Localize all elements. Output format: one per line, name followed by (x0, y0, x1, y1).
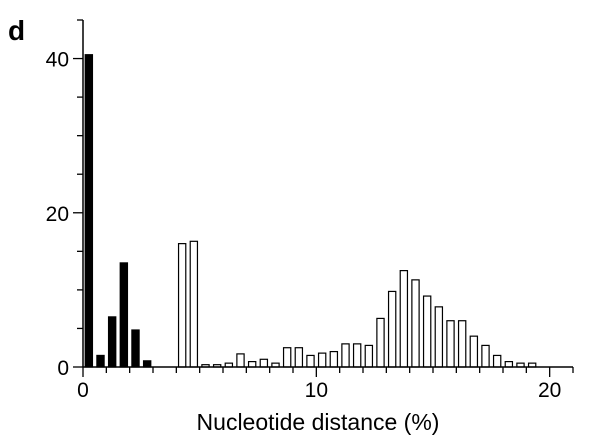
y-tick-label-0: 0 (57, 357, 69, 380)
bar-series2-18 (387, 290, 397, 368)
bar-series2-22 (434, 306, 444, 368)
bars-group (84, 54, 537, 368)
bar-series2-11 (306, 354, 315, 368)
bar-series2-27 (492, 354, 502, 368)
bar-series1-5 (142, 360, 152, 368)
bar-series1-2 (107, 316, 117, 368)
x-axis-title: Nucleotide distance (%) (197, 409, 440, 435)
panel-label: d (8, 15, 25, 46)
bar-series2-17 (376, 317, 385, 368)
bar-series1-0 (84, 54, 94, 368)
bar-series2-14 (341, 343, 350, 368)
bar-series1-3 (119, 262, 129, 368)
bar-series2-13 (329, 350, 339, 368)
bar-series2-20 (411, 279, 420, 368)
bar-series2-28 (504, 361, 514, 368)
bar-series1-1 (96, 354, 105, 368)
bar-series2-1 (189, 240, 199, 368)
bar-series2-19 (399, 270, 409, 368)
x-tick-label-10: 10 (305, 379, 328, 402)
bar-series2-5 (236, 353, 245, 368)
bar-series2-7 (259, 358, 269, 368)
bar-series2-16 (364, 344, 374, 368)
bar-series2-24 (457, 320, 467, 368)
bar-series2-21 (422, 295, 432, 368)
bar-series2-25 (469, 335, 479, 368)
bar-series2-10 (294, 347, 304, 368)
bar-series2-6 (247, 361, 257, 368)
bar-series1-4 (131, 329, 140, 368)
bar-series2-15 (352, 343, 362, 368)
bar-series2-23 (446, 320, 455, 368)
x-tick-label-0: 0 (77, 379, 89, 402)
x-tick-label-20: 20 (538, 379, 561, 402)
bar-series2-26 (481, 344, 490, 368)
y-tick-label-20: 20 (46, 203, 69, 226)
y-tick-label-40: 40 (46, 49, 69, 72)
bar-series2-12 (317, 352, 327, 368)
axes-group: 0 10 20 0 20 40 (46, 19, 574, 402)
bar-series2-9 (282, 347, 292, 368)
bar-series2-0 (177, 243, 187, 368)
